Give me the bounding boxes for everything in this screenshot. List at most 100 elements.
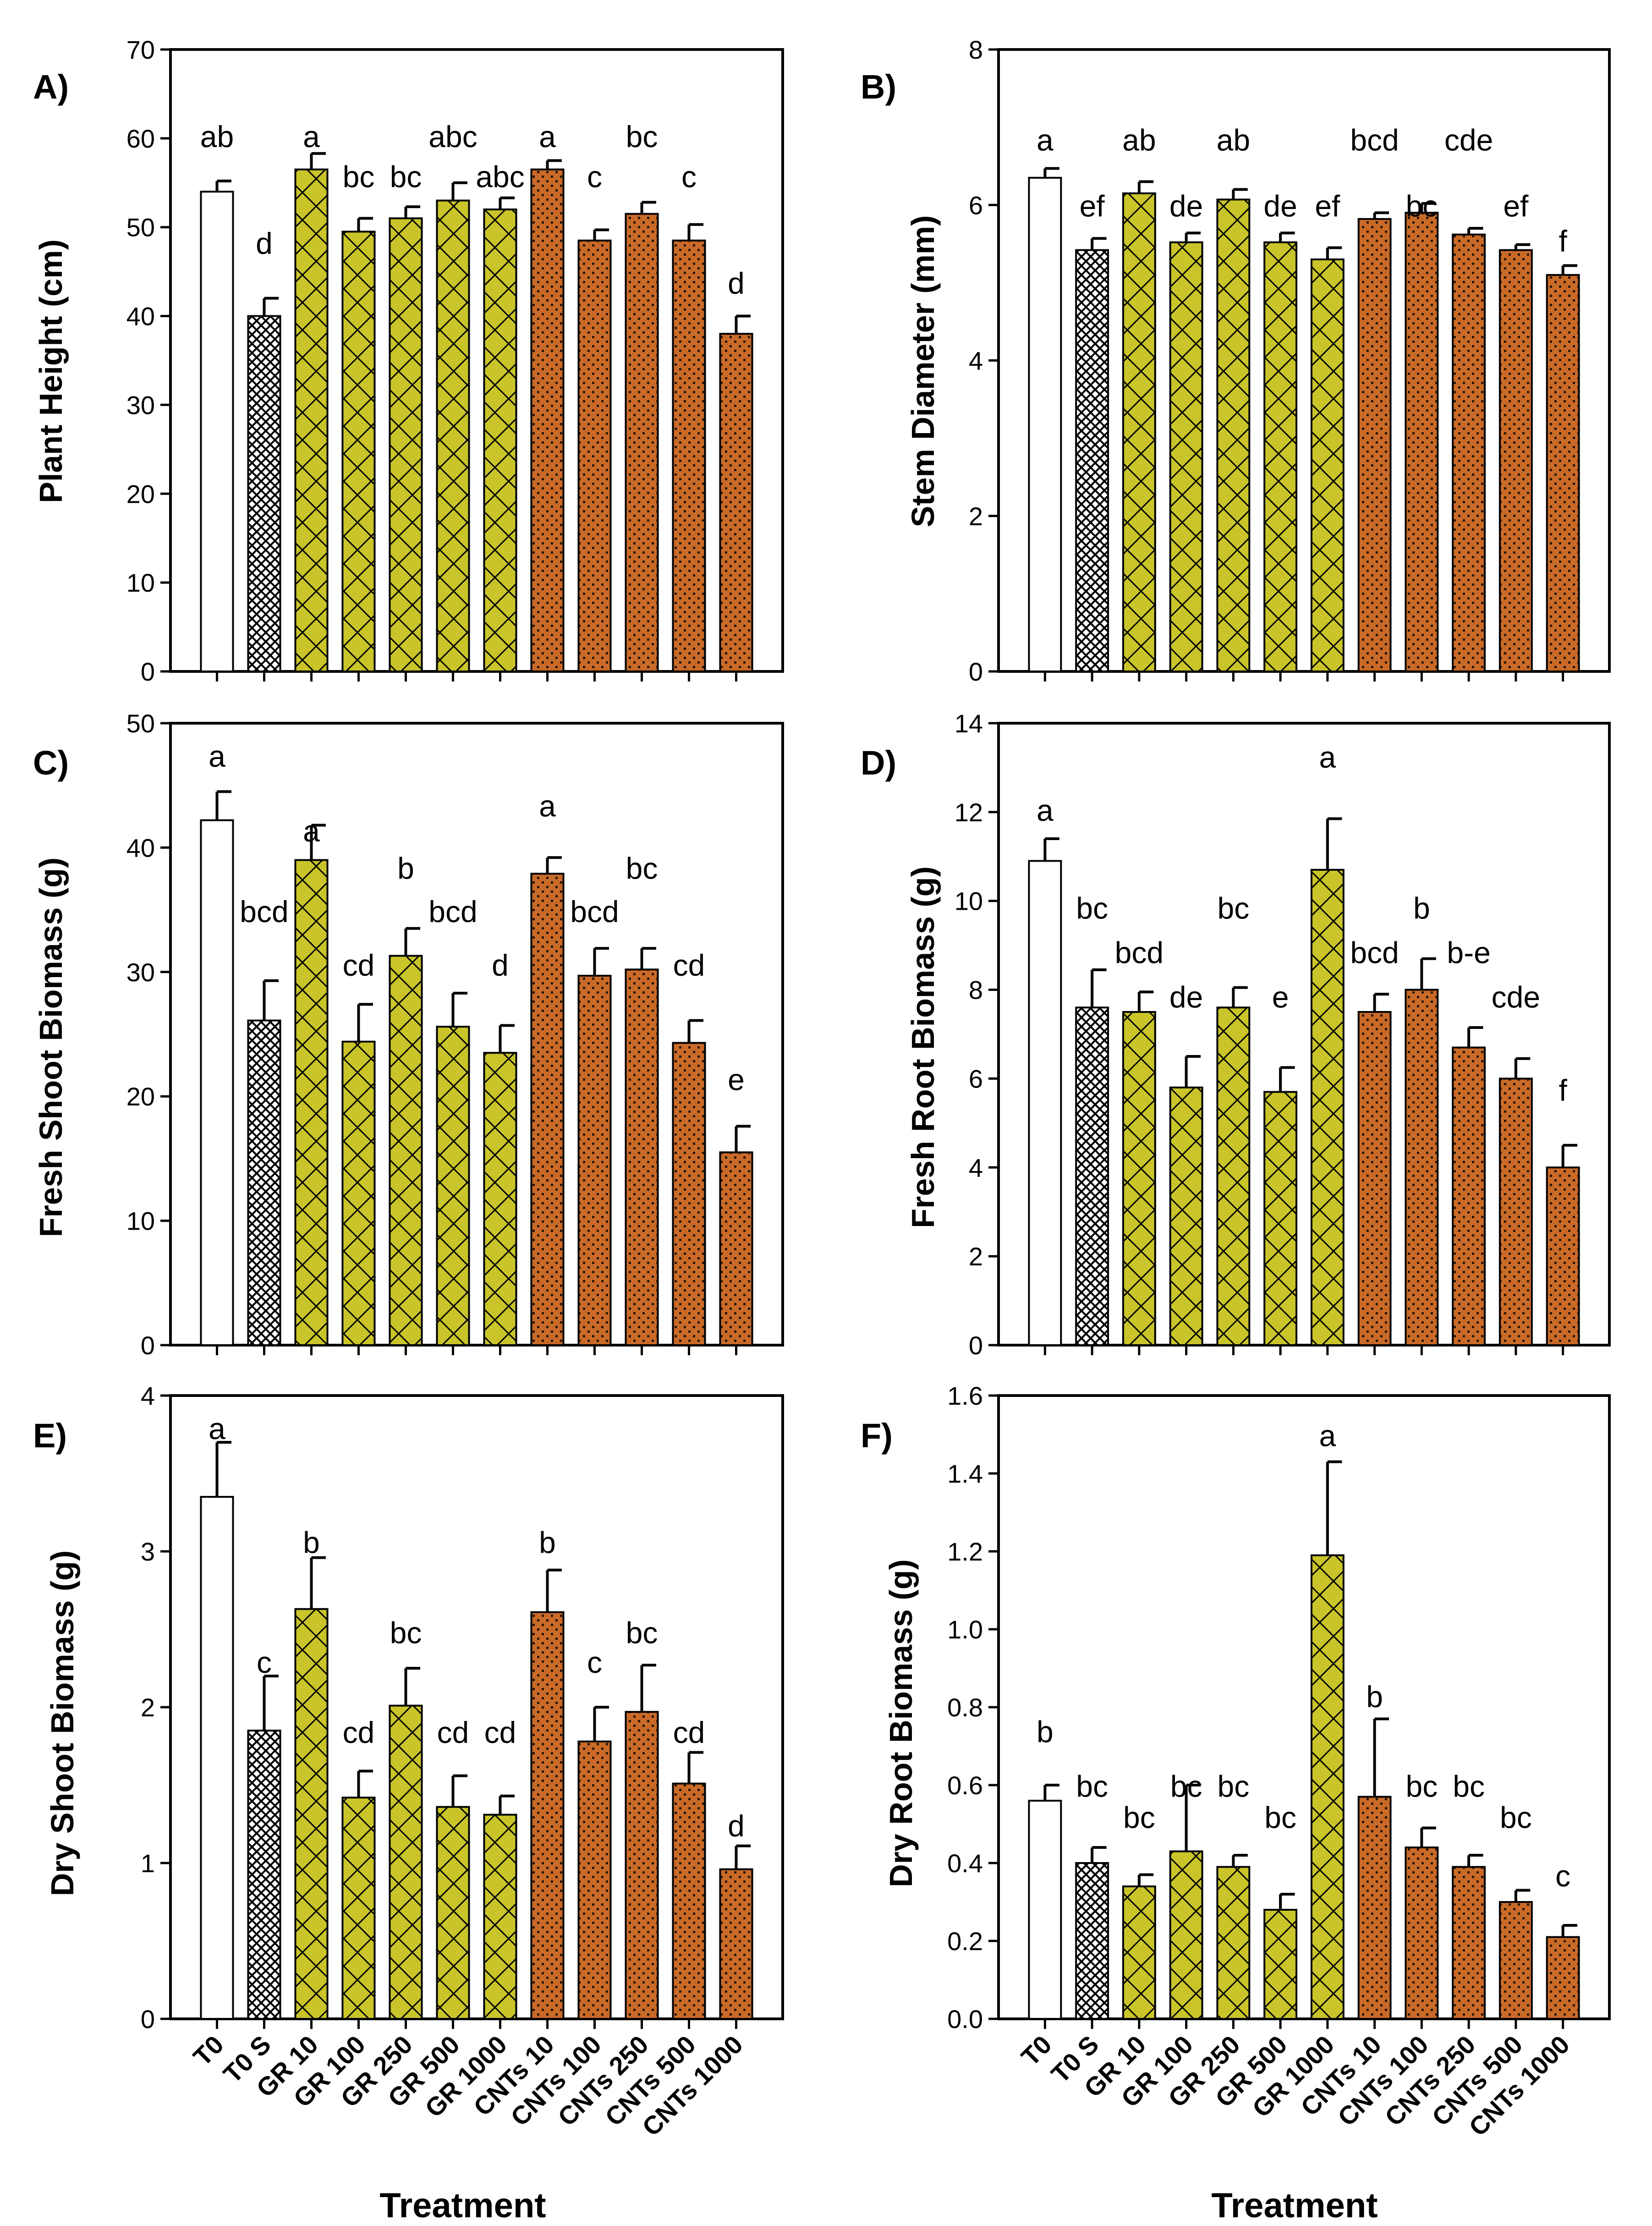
significance-letter: cd <box>343 948 375 982</box>
bar <box>483 1814 517 2020</box>
significance-letter: bc <box>626 120 658 154</box>
significance-letter: de <box>1169 980 1203 1014</box>
y-tick-label: 0.0 <box>947 2005 983 2034</box>
bar <box>672 1782 706 2020</box>
significance-letter: a <box>1037 123 1054 157</box>
y-tick-label: 0.4 <box>947 1849 983 1878</box>
panel-label: C) <box>33 744 69 782</box>
bar <box>247 1730 281 2020</box>
y-tick-label: 12 <box>955 798 983 827</box>
y-tick-label: 40 <box>126 833 155 862</box>
y-tick-label: 2 <box>969 1242 983 1271</box>
y-tick-label: 4 <box>141 1381 155 1410</box>
bar <box>1028 176 1062 673</box>
bar <box>1122 1011 1156 1346</box>
y-tick-label: 0 <box>141 2005 155 2034</box>
y-tick-label: 20 <box>126 479 155 508</box>
bar <box>530 168 565 672</box>
bar <box>341 231 376 672</box>
bar <box>294 1608 329 2020</box>
bar <box>1216 198 1251 673</box>
significance-letter: c <box>587 1645 602 1679</box>
significance-letter: bc <box>1500 1801 1532 1835</box>
bar <box>1075 249 1109 672</box>
bar <box>530 1611 565 2020</box>
significance-letter: a <box>303 120 320 154</box>
bar <box>483 208 517 672</box>
significance-letter: ab <box>1122 123 1156 157</box>
bar <box>1452 1046 1486 1347</box>
bar <box>294 168 329 672</box>
bar <box>1310 868 1345 1346</box>
bar <box>1498 1901 1533 2020</box>
x-axis-title: Treatment <box>379 2186 546 2225</box>
panel-label: B) <box>861 68 896 106</box>
bar <box>577 1740 612 2020</box>
significance-letter: abc <box>476 159 524 193</box>
bar <box>1405 212 1439 672</box>
significance-letter: ab <box>1217 123 1250 157</box>
bar <box>1028 1800 1062 2020</box>
y-tick-label: 50 <box>126 213 155 242</box>
y-tick-label: 1.2 <box>947 1537 983 1566</box>
significance-letter: bc <box>1076 1770 1108 1803</box>
significance-letter: ef <box>1315 189 1340 223</box>
y-tick-label: 0.6 <box>947 1771 983 1800</box>
significance-letter: cde <box>1492 980 1540 1014</box>
y-tick-label: 30 <box>126 958 155 987</box>
bar <box>247 1019 281 1346</box>
panel-d-fresh-root-biomass: D) Fresh Root Biomass (g) 02468101214abc… <box>861 709 1611 1360</box>
bar <box>1546 1936 1580 2020</box>
significance-letter: a <box>539 789 556 823</box>
bar <box>1122 1885 1156 2020</box>
y-tick-label: 60 <box>126 124 155 153</box>
y-tick-label: 10 <box>126 568 155 597</box>
bar <box>1216 1006 1251 1346</box>
significance-letter: bc <box>1170 1770 1202 1803</box>
significance-letter: bc <box>1406 189 1438 223</box>
x-axis-title: Treatment <box>1211 2186 1378 2225</box>
y-tick-label: 0.2 <box>947 1927 983 1956</box>
significance-letter: d <box>728 1809 745 1843</box>
significance-letter: b <box>1413 891 1430 925</box>
bar <box>625 1711 659 2020</box>
significance-letter: bc <box>1406 1770 1438 1803</box>
bar <box>1169 241 1203 672</box>
bar <box>483 1052 517 1346</box>
significance-letter: a <box>1319 1419 1336 1453</box>
bar <box>436 199 470 672</box>
bar <box>1452 233 1486 672</box>
y-tick-label: 1.4 <box>947 1459 983 1488</box>
panel-label: F) <box>861 1417 893 1455</box>
significance-letter: bc <box>1453 1770 1485 1803</box>
y-tick-label: 3 <box>141 1537 155 1566</box>
bar <box>1498 249 1533 672</box>
bar <box>389 1704 423 2020</box>
panel-f-dry-root-biomass: F) Dry Root Biomass (g) 0.0 0.2 0.4 0.6 0.8 1… <box>861 1381 1611 2225</box>
significance-letter: c <box>1555 1859 1570 1893</box>
bar <box>1263 1091 1298 1346</box>
y-tick-label: 10 <box>955 887 983 916</box>
panel-a-plant-height: A) Plant Height (cm) 0 10 20 30 40 50 60 70 ab d a… <box>33 35 784 686</box>
bar <box>389 217 423 673</box>
significance-letter: ef <box>1080 189 1105 223</box>
significance-letter: bcd <box>240 895 288 929</box>
significance-letter: de <box>1263 189 1297 223</box>
significance-letter: b <box>539 1525 556 1559</box>
significance-letter: a <box>209 1412 225 1446</box>
y-tick-label: 1 <box>141 1849 155 1878</box>
bar <box>1075 1006 1109 1346</box>
significance-letter: cde <box>1444 123 1493 157</box>
plot-frame <box>169 48 784 673</box>
significance-letter: cd <box>343 1715 375 1749</box>
significance-letter: bcd <box>1115 935 1164 969</box>
panel-label: E) <box>33 1417 67 1455</box>
bar <box>577 974 612 1346</box>
y-tick-label: 6 <box>969 191 983 220</box>
